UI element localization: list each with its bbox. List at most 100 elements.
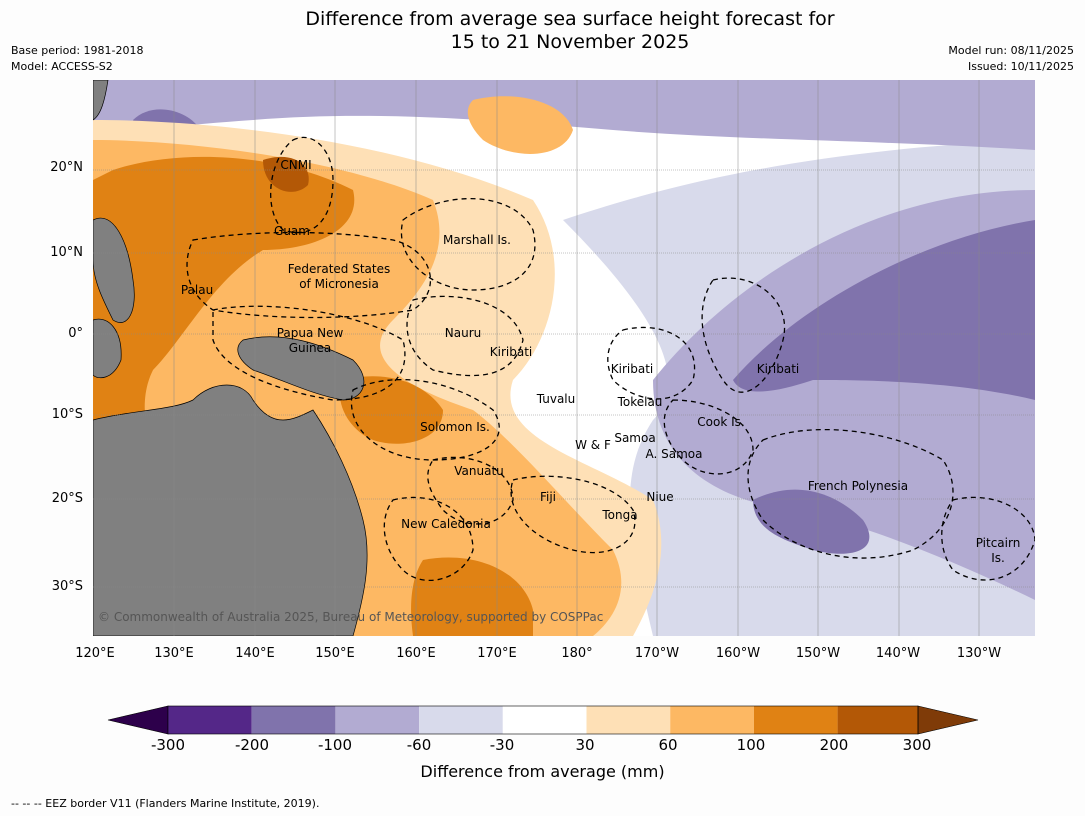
lon-tick-140w: 140°W (875, 646, 921, 661)
colorbar-title: Difference from average (mm) (420, 762, 665, 781)
colorbar-bin-8 (753, 706, 838, 734)
colorbar-tick-7: 60 (658, 736, 678, 754)
label-palau: Palau (180, 283, 214, 297)
lon-tick-170e: 170°E (477, 646, 517, 661)
anomaly-negative-north-band (93, 80, 1035, 150)
lat-tick-20n: 20°N (50, 160, 83, 175)
lat-tick-0: 0° (68, 326, 83, 341)
borneo-landmass (93, 318, 122, 379)
lon-tick-130w: 130°W (956, 646, 1002, 661)
anomaly-positive-west-core (93, 156, 355, 510)
label-samoa: Samoa (614, 431, 656, 445)
anomaly-positive-micronesia (467, 96, 573, 154)
eez-solomon (350, 379, 500, 461)
label-niue: Niue (646, 490, 674, 504)
eez-borders (186, 136, 1035, 582)
label-tokelau: Tokelau (617, 395, 663, 409)
lon-tick-170w: 170°W (634, 646, 680, 661)
title-line-1: Difference from average sea surface heig… (305, 8, 835, 30)
colorbar-bin-1 (168, 706, 252, 734)
north-coast-landmass (93, 80, 109, 121)
label-kiribati-phoenix: Kiribati (610, 362, 654, 376)
eez-vanuatu (427, 456, 514, 525)
label-png: Papua New Guinea (277, 326, 344, 356)
lat-tick-30s: 30°S (51, 579, 83, 594)
lon-tick-120e: 120°E (75, 646, 115, 661)
meridians (173, 80, 980, 636)
colorbar-bin-4 (419, 706, 503, 734)
colorbar-frame (167, 705, 919, 735)
label-kiribati-line: Kiribati (756, 362, 800, 376)
eez-cook (663, 399, 754, 475)
colorbar-tick-2: -200 (234, 736, 270, 754)
issued-date: Issued: 10/11/2025 (967, 60, 1074, 73)
label-nauru: Nauru (444, 326, 482, 340)
label-tonga: Tonga (602, 508, 638, 522)
label-kiribati-gilbert: Kiribati (489, 345, 533, 359)
label-marshall-islands: Marshall Is. (443, 233, 511, 247)
lon-tick-130e: 130°E (154, 646, 194, 661)
label-french-polynesia: French Polynesia (807, 479, 909, 493)
label-cook-islands: Cook Is. (697, 415, 745, 429)
model-name: Model: ACCESS-S2 (11, 60, 113, 73)
colorbar-bin-5 (502, 706, 587, 734)
colorbar-bin-2 (251, 706, 336, 734)
label-cnmi: CNMI (280, 158, 312, 172)
chart-title: Difference from average sea surface heig… (0, 8, 1085, 54)
lon-tick-160w: 160°W (715, 646, 761, 661)
eez-marshall (400, 197, 536, 291)
anomaly-negative-polynesia (753, 489, 870, 554)
colorbar-bin-7 (670, 706, 754, 734)
lon-tick-150e: 150°E (315, 646, 355, 661)
label-png-line-1: Papua New (276, 326, 344, 340)
anomaly-positive-north-core (263, 156, 309, 192)
colorbar-bin-3 (335, 706, 420, 734)
eez-kiribati-gilbert (406, 295, 524, 377)
colorbar-tick-1: -300 (150, 736, 186, 754)
lon-tick-180: 180° (561, 646, 593, 661)
label-wallis-futuna: W & F (575, 438, 611, 452)
eez-pitcairn (941, 496, 1035, 581)
colorbar-tick-6: 30 (575, 736, 595, 754)
colorbar-tick-10: 300 (902, 736, 932, 754)
label-guam: Guam (274, 224, 310, 238)
meta-left: Base period: 1981-2018 Model: ACCESS-S2 (11, 43, 143, 75)
eez-footnote: -- -- -- EEZ border V11 (Flanders Marine… (11, 797, 320, 810)
copyright-notice: © Commonwealth of Australia 2025, Bureau… (98, 610, 604, 624)
label-american-samoa: A. Samoa (645, 447, 703, 461)
lon-tick-160e: 160°E (396, 646, 436, 661)
lat-tick-20s: 20°S (51, 491, 83, 506)
model-run: Model run: 08/11/2025 (948, 44, 1074, 57)
colorbar-tick-4: -60 (406, 736, 432, 754)
anomaly-positive-east-pocket (411, 557, 533, 636)
lat-tick-10s: 10°S (51, 407, 83, 422)
label-pitcairn-line-2: Is. (991, 551, 1005, 565)
colorbar-bin-6 (586, 706, 671, 734)
label-tuvalu: Tuvalu (536, 392, 576, 406)
lat-tick-10n: 10°N (50, 245, 83, 260)
colorbar-tick-5: -30 (489, 736, 515, 754)
new-guinea-landmass (237, 336, 365, 401)
colorbar-extend-high (917, 705, 979, 735)
meta-right: Model run: 08/11/2025 Issued: 10/11/2025 (948, 43, 1074, 75)
label-solomon-islands: Solomon Is. (420, 420, 490, 434)
label-vanuatu: Vanuatu (454, 464, 504, 478)
label-fiji: Fiji (539, 490, 557, 504)
eez-french-polynesia (747, 428, 954, 559)
eez-fsm (186, 231, 431, 319)
base-period: Base period: 1981-2018 (11, 44, 144, 57)
colorbar-tick-8: 100 (736, 736, 766, 754)
eez-kiribati-phoenix (607, 326, 696, 400)
title-line-2: 15 to 21 November 2025 (450, 31, 690, 53)
graticule (93, 169, 1035, 588)
anomaly-positive-solomon (339, 376, 443, 444)
eez-fiji-tonga (510, 475, 636, 554)
lon-tick-140e: 140°E (235, 646, 275, 661)
colorbar-tick-9: 200 (819, 736, 849, 754)
anomaly-field (93, 80, 1035, 636)
anomaly-negative-east-core (733, 220, 1035, 400)
australia-landmass (93, 384, 368, 636)
map-panel[interactable]: © Commonwealth of Australia 2025, Bureau… (93, 80, 1035, 636)
label-png-line-2: Guinea (288, 341, 332, 355)
eez-new-caledonia (383, 496, 474, 582)
